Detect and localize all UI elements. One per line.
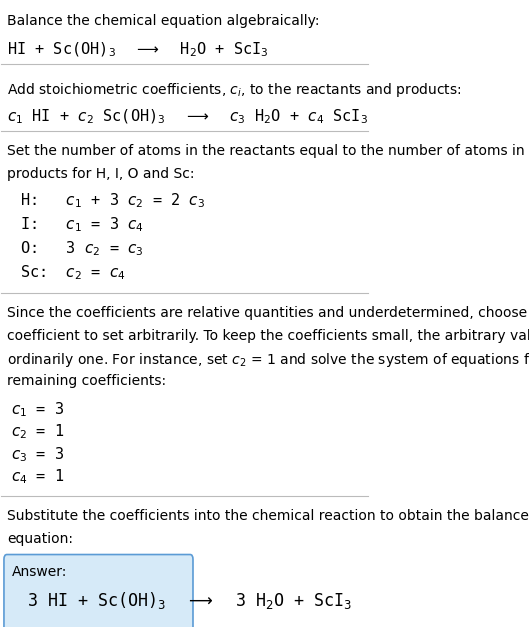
Text: Set the number of atoms in the reactants equal to the number of atoms in the: Set the number of atoms in the reactants… [7, 144, 529, 158]
Text: $c_1$ HI + $c_2$ Sc(OH)$_3$  $\longrightarrow$  $c_3$ H$_2$O + $c_4$ ScI$_3$: $c_1$ HI + $c_2$ Sc(OH)$_3$ $\longrighta… [7, 107, 368, 125]
Text: Substitute the coefficients into the chemical reaction to obtain the balanced: Substitute the coefficients into the che… [7, 509, 529, 524]
FancyBboxPatch shape [4, 554, 193, 627]
Text: remaining coefficients:: remaining coefficients: [7, 374, 166, 387]
Text: $c_2$ = 1: $c_2$ = 1 [11, 423, 64, 441]
Text: Answer:: Answer: [12, 565, 68, 579]
Text: $c_4$ = 1: $c_4$ = 1 [11, 468, 64, 487]
Text: equation:: equation: [7, 532, 73, 546]
Text: I:   $c_1$ = 3 $c_4$: I: $c_1$ = 3 $c_4$ [20, 216, 144, 234]
Text: 3 HI + Sc(OH)$_3$  $\longrightarrow$  3 H$_2$O + ScI$_3$: 3 HI + Sc(OH)$_3$ $\longrightarrow$ 3 H$… [27, 590, 352, 611]
Text: $c_3$ = 3: $c_3$ = 3 [11, 445, 63, 464]
Text: Add stoichiometric coefficients, $c_i$, to the reactants and products:: Add stoichiometric coefficients, $c_i$, … [7, 81, 461, 99]
Text: Since the coefficients are relative quantities and underdetermined, choose a: Since the coefficients are relative quan… [7, 306, 529, 320]
Text: coefficient to set arbitrarily. To keep the coefficients small, the arbitrary va: coefficient to set arbitrarily. To keep … [7, 329, 529, 342]
Text: Balance the chemical equation algebraically:: Balance the chemical equation algebraica… [7, 14, 320, 28]
Text: O:   3 $c_2$ = $c_3$: O: 3 $c_2$ = $c_3$ [20, 240, 143, 258]
Text: HI + Sc(OH)$_3$  $\longrightarrow$  H$_2$O + ScI$_3$: HI + Sc(OH)$_3$ $\longrightarrow$ H$_2$O… [7, 41, 269, 59]
Text: H:   $c_1$ + 3 $c_2$ = 2 $c_3$: H: $c_1$ + 3 $c_2$ = 2 $c_3$ [20, 192, 205, 211]
Text: products for H, I, O and Sc:: products for H, I, O and Sc: [7, 167, 194, 181]
Text: Sc:  $c_2$ = $c_4$: Sc: $c_2$ = $c_4$ [20, 263, 125, 282]
Text: $c_1$ = 3: $c_1$ = 3 [11, 400, 63, 419]
Text: ordinarily one. For instance, set $c_2$ = 1 and solve the system of equations fo: ordinarily one. For instance, set $c_2$ … [7, 351, 529, 369]
